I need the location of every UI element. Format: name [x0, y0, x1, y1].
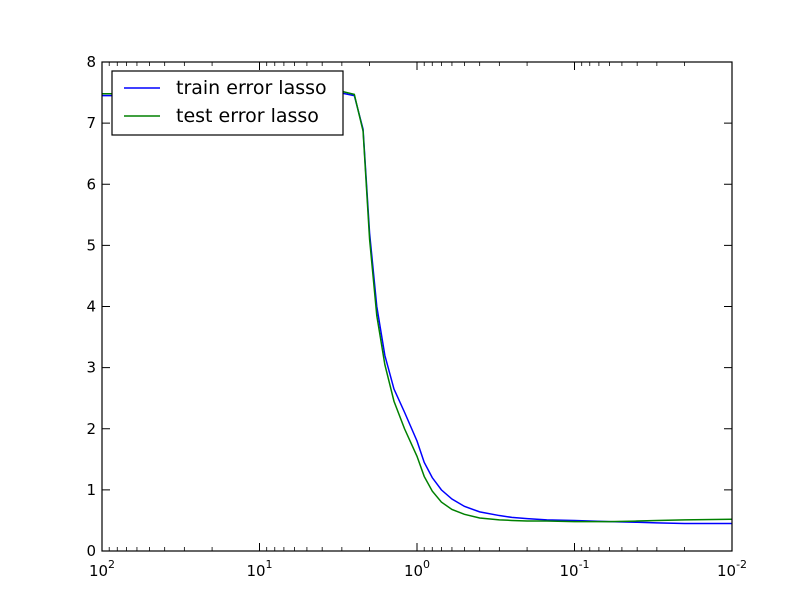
y-tick-label: 6 [86, 175, 96, 193]
y-tick-label: 2 [86, 420, 96, 438]
legend-label-train: train error lasso [176, 77, 327, 99]
y-tick-label: 1 [86, 481, 96, 499]
x-tick-label: 10-1 [559, 558, 589, 580]
x-tick-label: 101 [246, 558, 272, 580]
x-tick-label: 100 [404, 558, 430, 580]
series-layer [102, 90, 733, 525]
y-tick-label: 7 [86, 114, 96, 132]
series-line-1 [102, 90, 733, 523]
y-tick-label: 8 [86, 53, 96, 71]
x-tick-label: 10-2 [717, 558, 747, 580]
legend: train error lasso test error lasso [111, 70, 344, 136]
legend-box [111, 70, 344, 136]
y-tick-label: 5 [86, 236, 96, 254]
series-line-0 [102, 92, 732, 525]
y-tick-label: 4 [86, 298, 96, 316]
y-tick-label: 0 [86, 542, 96, 560]
legend-label-test: test error lasso [176, 105, 319, 127]
x-tick-label: 102 [89, 558, 115, 580]
tick-layer: 0 1 2 3 4 5 6 7 8 102 101 100 10-1 10-2 [86, 53, 747, 580]
y-tick-label: 3 [86, 359, 96, 377]
